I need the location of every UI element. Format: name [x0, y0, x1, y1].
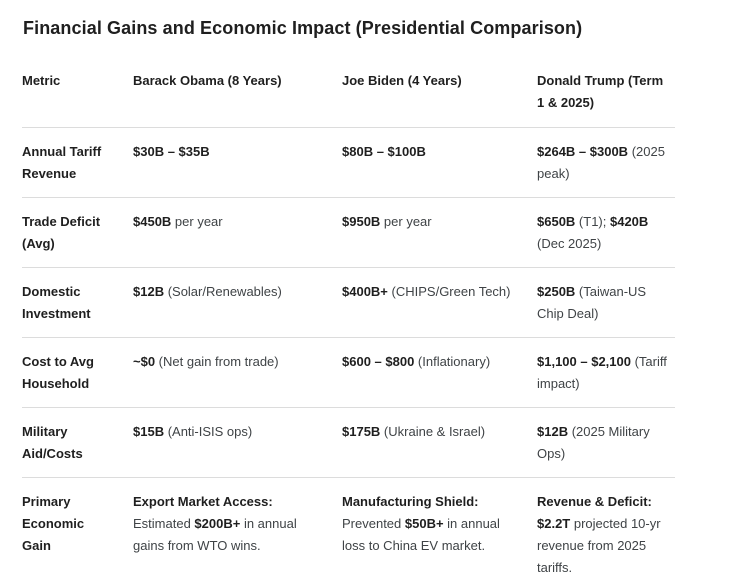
- table-row-trade-deficit: Trade Deficit (Avg) $450B per year $950B…: [22, 198, 675, 268]
- trump-value-cell: $264B – $300B (2025 peak): [537, 144, 665, 181]
- trump-value-cell: $250B (Taiwan-US Chip Deal): [537, 284, 647, 321]
- column-header-metric: Metric: [22, 73, 61, 88]
- trump-value-cell: $1,100 – $2,100 (Tariff impact): [537, 354, 667, 391]
- column-header-obama: Barack Obama (8 Years): [133, 73, 282, 88]
- metric-cell: Annual Tariff Revenue: [22, 144, 102, 181]
- page-title: Financial Gains and Economic Impact (Pre…: [23, 18, 583, 38]
- obama-value-cell: $450B per year: [133, 214, 223, 229]
- biden-value-cell: $600 – $800 (Inflationary): [342, 354, 491, 369]
- biden-value-cell: $175B (Ukraine & Israel): [342, 424, 486, 439]
- table-header-row: Metric Barack Obama (8 Years) Joe Biden …: [22, 46, 675, 128]
- trump-value-cell: $12B (2025 Military Ops): [537, 424, 650, 461]
- column-header-biden: Joe Biden (4 Years): [342, 73, 462, 88]
- biden-value-cell: $400B+ (CHIPS/Green Tech): [342, 284, 511, 299]
- table-row-annual-tariff-revenue: Annual Tariff Revenue $30B – $35B $80B –…: [22, 128, 675, 198]
- obama-value-cell: ~$0 (Net gain from trade): [133, 354, 279, 369]
- biden-value-cell: $80B – $100B: [342, 144, 426, 159]
- metric-cell: Trade Deficit (Avg): [22, 214, 101, 251]
- table-row-military-aid-costs: Military Aid/Costs $15B (Anti-ISIS ops) …: [22, 408, 675, 478]
- metric-cell: Military Aid/Costs: [22, 424, 83, 461]
- biden-value-cell: Manufacturing Shield: Prevented $50B+ in…: [342, 494, 500, 553]
- obama-value-cell: $15B (Anti-ISIS ops): [133, 424, 253, 439]
- metric-cell: Primary Economic Gain: [22, 494, 85, 553]
- comparison-table: Metric Barack Obama (8 Years) Joe Biden …: [22, 46, 675, 577]
- obama-value-cell: Export Market Access: Estimated $200B+ i…: [133, 494, 297, 553]
- metric-cell: Cost to Avg Household: [22, 354, 94, 391]
- trump-value-cell: $650B (T1); $420B (Dec 2025): [537, 214, 649, 251]
- table-row-domestic-investment: Domestic Investment $12B (Solar/Renewabl…: [22, 268, 675, 338]
- column-header-trump: Donald Trump (Term 1 & 2025): [537, 73, 664, 110]
- table-row-cost-to-avg-household: Cost to Avg Household ~$0 (Net gain from…: [22, 338, 675, 408]
- table-row-primary-economic-gain: Primary Economic Gain Export Market Acce…: [22, 478, 675, 577]
- metric-cell: Domestic Investment: [22, 284, 91, 321]
- biden-value-cell: $950B per year: [342, 214, 432, 229]
- obama-value-cell: $30B – $35B: [133, 144, 210, 159]
- trump-value-cell: Revenue & Deficit: $2.2T projected 10-yr…: [537, 494, 661, 575]
- obama-value-cell: $12B (Solar/Renewables): [133, 284, 282, 299]
